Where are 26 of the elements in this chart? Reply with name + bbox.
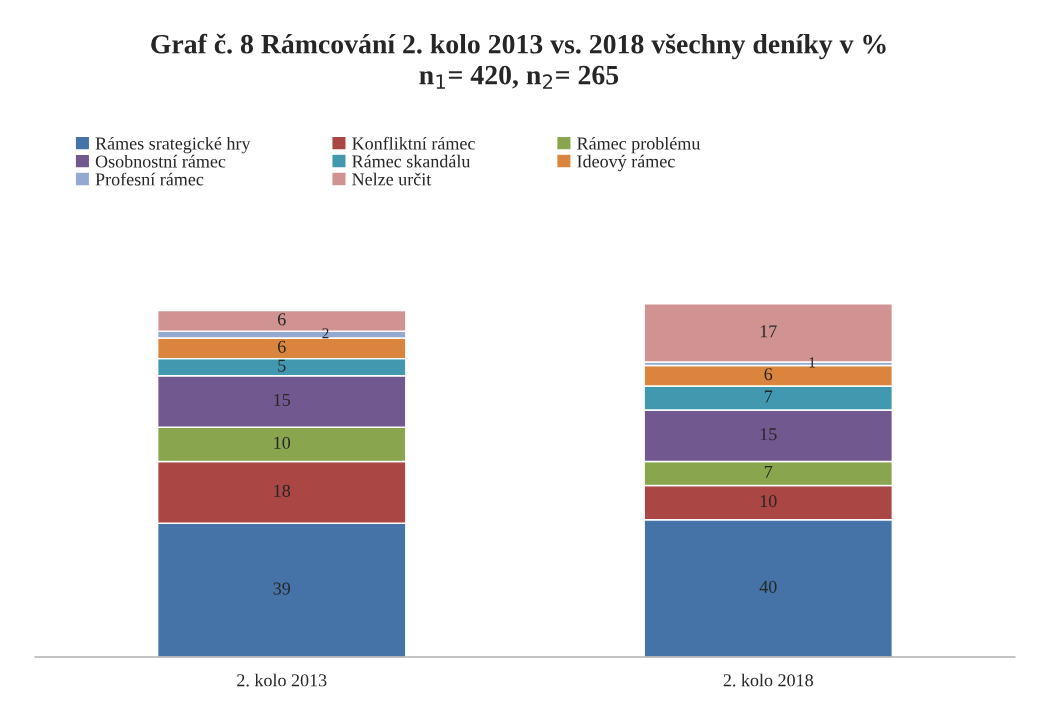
data-label: 10 bbox=[760, 494, 777, 508]
chart-title: Graf č. 8 Rámcování 2. kolo 2013 vs. 2018 všechny deníky v % n$_{1}$= 420, n$_{2}$= 265 bbox=[151, 33, 886, 89]
legend-label: Nelze určit bbox=[352, 172, 432, 186]
legend-label: Konfliktní rámec bbox=[352, 136, 475, 150]
data-label: 7 bbox=[764, 466, 773, 478]
data-label: 17 bbox=[760, 325, 777, 338]
data-label: 15 bbox=[274, 393, 291, 406]
data-label: 15 bbox=[760, 428, 777, 441]
data-label: 6 bbox=[764, 368, 773, 381]
data-label: 6 bbox=[278, 340, 286, 353]
legend-label: Rámec problému bbox=[577, 136, 701, 154]
legend-label: Osobnostní rámec bbox=[95, 154, 226, 168]
data-label: 6 bbox=[278, 313, 286, 326]
legend-label: Ideový rámec bbox=[577, 154, 675, 172]
data-label: 5 bbox=[278, 359, 286, 372]
legend-label: Profesní rámec bbox=[95, 172, 204, 186]
x-tick-label: 2. kolo 2013 bbox=[237, 673, 327, 687]
data-label: 18 bbox=[274, 484, 291, 497]
legend-label: Rámec skandálu bbox=[352, 154, 471, 168]
data-label: 39 bbox=[273, 582, 291, 595]
data-label: 10 bbox=[274, 436, 291, 449]
data-label: 7 bbox=[764, 390, 773, 403]
data-label: 1 bbox=[809, 357, 815, 368]
data-label: 40 bbox=[759, 580, 777, 593]
x-tick-label: 2. kolo 2018 bbox=[723, 673, 813, 687]
legend-label: Rámes srategické hry bbox=[95, 136, 251, 154]
